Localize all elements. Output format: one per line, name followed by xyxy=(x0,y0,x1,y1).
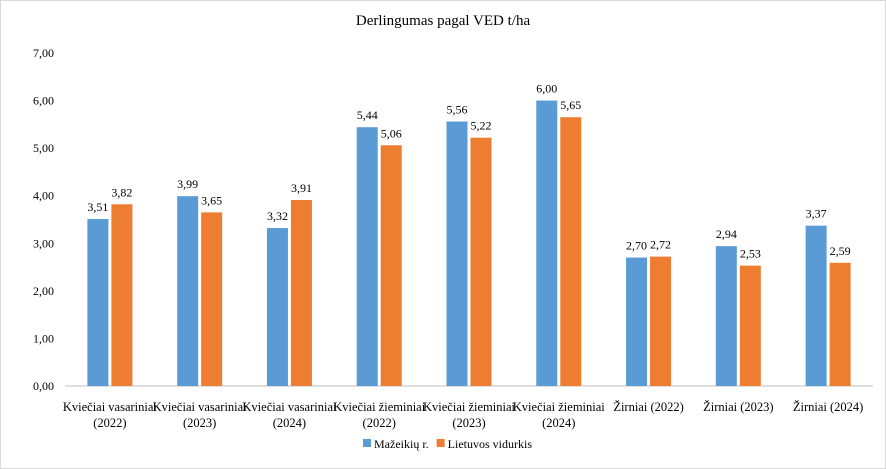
bar xyxy=(380,145,402,386)
data-label: 2,94 xyxy=(716,227,737,241)
y-tick-label: 2,00 xyxy=(33,284,54,298)
bar xyxy=(266,228,288,386)
data-label: 3,65 xyxy=(201,193,222,207)
data-label: 5,06 xyxy=(381,126,402,140)
x-tick-label: Kviečiai žieminiai (2024) xyxy=(513,400,606,430)
data-label: 2,59 xyxy=(830,244,851,258)
x-tick-label: Kviečiai vasariniai (2023) xyxy=(153,400,248,430)
data-label: 3,32 xyxy=(267,209,288,223)
x-tick-label: Kviečiai žieminiai (2022) xyxy=(333,400,426,430)
data-labels: 3,51 3,99 3,32 5,44 5,56 6,00 2,70 2,94 3,37 3,82… xyxy=(87,82,850,261)
legend-swatch xyxy=(436,439,445,447)
legend-label: Mažeikių r. xyxy=(374,437,429,451)
y-axis: 0,00 1,00 2,00 3,00 4,00 5,00 6,00 7,00 xyxy=(33,46,54,393)
bar xyxy=(470,137,492,386)
x-tick-label: Kviečiai žieminiai (2023) xyxy=(423,400,516,430)
y-tick-label: 6,00 xyxy=(33,94,54,108)
y-tick-label: 3,00 xyxy=(33,236,54,250)
x-tick-label: Kviečiai vasariniai (2024) xyxy=(242,400,337,430)
x-tick-label: Žirniai (2024) xyxy=(793,400,863,414)
x-axis: Kviečiai vasariniai (2022)Kviečiai vasari… xyxy=(63,385,873,430)
bar xyxy=(536,100,558,387)
bar xyxy=(87,219,109,386)
legend-label: Lietuvos vidurkis xyxy=(448,437,533,451)
bar xyxy=(715,246,737,386)
x-tick-label: Kviečiai vasariniai (2022) xyxy=(63,400,158,430)
bar xyxy=(560,117,582,386)
bar xyxy=(201,212,223,386)
data-label: 2,72 xyxy=(650,238,671,252)
data-label: 6,00 xyxy=(536,82,557,96)
bar xyxy=(626,257,648,386)
bar xyxy=(650,256,672,386)
bar xyxy=(739,265,761,386)
bar xyxy=(446,121,468,386)
y-tick-label: 1,00 xyxy=(33,331,54,345)
bar xyxy=(829,262,851,386)
bar xyxy=(356,127,378,386)
data-label: 3,91 xyxy=(291,181,312,195)
y-tick-label: 0,00 xyxy=(33,379,54,393)
bars xyxy=(87,100,851,387)
x-tick-label: Žirniai (2023) xyxy=(703,400,773,414)
bar xyxy=(111,204,133,386)
data-label: 3,82 xyxy=(111,185,132,199)
x-tick-label: Žirniai (2022) xyxy=(613,400,683,414)
y-tick-label: 5,00 xyxy=(33,141,54,155)
bar xyxy=(290,199,312,386)
legend-swatch xyxy=(363,439,371,447)
data-label: 2,53 xyxy=(740,247,761,261)
data-label: 5,56 xyxy=(447,103,468,117)
y-tick-label: 7,00 xyxy=(33,46,54,60)
data-label: 5,22 xyxy=(471,119,492,133)
data-label: 3,51 xyxy=(87,200,108,214)
chart-title: Derlingumas pagal VED t/ha xyxy=(356,13,531,29)
data-label: 3,99 xyxy=(177,177,198,191)
bar xyxy=(177,196,199,386)
bar xyxy=(805,225,827,386)
legend: Mažeikių r. Lietuvos vidurkis xyxy=(363,437,532,451)
y-tick-label: 4,00 xyxy=(33,189,54,203)
data-label: 5,44 xyxy=(357,108,378,122)
data-label: 5,65 xyxy=(560,98,581,112)
data-label: 2,70 xyxy=(626,239,647,253)
data-label: 3,37 xyxy=(806,207,827,221)
